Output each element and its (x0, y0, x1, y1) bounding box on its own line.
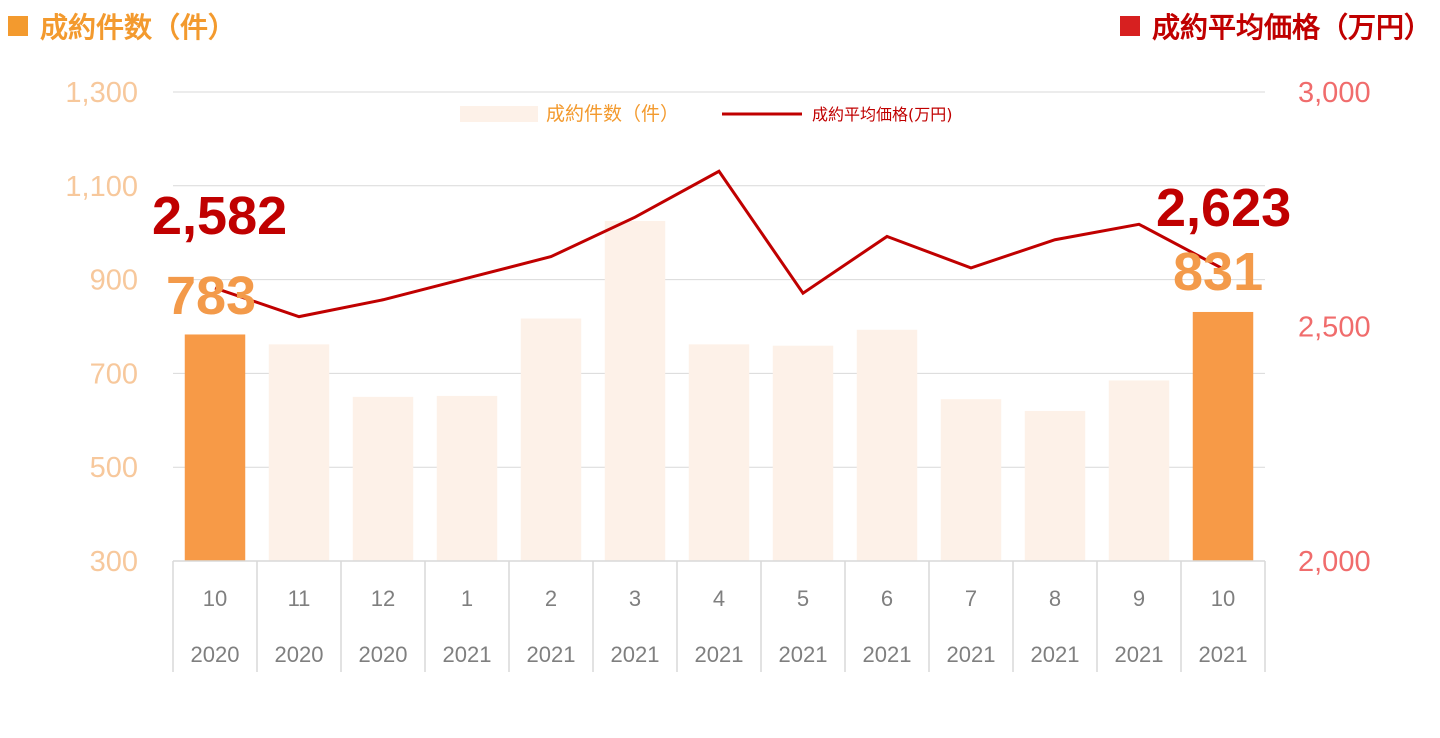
year-label: 2021 (779, 642, 828, 667)
bar (1024, 410, 1086, 561)
left-tick-label: 1,100 (65, 171, 138, 203)
year-label: 2021 (443, 642, 492, 667)
axes: 300 500 700 900 1,100 1,300 2,000 2,500 3,000 10 2… (65, 77, 1371, 672)
year-label: 2020 (191, 642, 240, 667)
callouts: 2,582 2,623 783 831 (152, 178, 1291, 326)
bar (352, 396, 414, 561)
year-label: 2021 (947, 642, 996, 667)
year-label: 2020 (275, 642, 324, 667)
right-tick-label: 2,500 (1298, 312, 1371, 344)
month-label: 1 (461, 586, 473, 611)
bar (604, 220, 666, 561)
left-axis-title-text: 成約件数（件） (40, 11, 237, 44)
right-tick-label: 3,000 (1298, 77, 1371, 109)
legend-bar-label: 成約件数（件） (546, 103, 679, 125)
right-tick-label: 2,000 (1298, 546, 1371, 578)
price-line-path (214, 169, 1224, 319)
callout-price-last: 2,623 (1156, 178, 1291, 238)
month-label: 10 (203, 586, 227, 611)
month-label: 12 (371, 586, 395, 611)
month-label: 8 (1049, 586, 1061, 611)
left-tick-label: 900 (90, 265, 138, 297)
bars (184, 220, 1254, 561)
callout-count-last: 831 (1173, 242, 1263, 302)
callout-price-first: 2,582 (152, 186, 287, 246)
bar (772, 345, 834, 561)
month-label: 2 (545, 586, 557, 611)
legend-bar-swatch (460, 106, 538, 122)
year-label: 2021 (863, 642, 912, 667)
right-axis-title: 成約平均価格（万円） (1119, 6, 1432, 46)
bar (520, 318, 582, 561)
year-label: 2020 (359, 642, 408, 667)
month-label: 3 (629, 586, 641, 611)
month-label: 6 (881, 586, 893, 611)
bar (940, 399, 1002, 561)
right-axis-title-text: 成約平均価格（万円） (1151, 11, 1432, 44)
legend-line-label: 成約平均価格(万円) (812, 105, 953, 124)
month-label: 9 (1133, 586, 1145, 611)
bar (436, 395, 498, 561)
year-label: 2021 (1199, 642, 1248, 667)
year-label: 2021 (611, 642, 660, 667)
callout-count-first: 783 (166, 266, 256, 326)
legend: 成約件数（件） 成約平均価格(万円) (460, 103, 953, 125)
left-tick-label: 300 (90, 546, 138, 578)
bar (1108, 380, 1170, 561)
left-tick-label: 1,300 (65, 77, 138, 109)
year-label: 2021 (695, 642, 744, 667)
left-axis-title: 成約件数（件） (8, 6, 236, 46)
left-tick-label: 700 (90, 358, 138, 390)
bar (856, 329, 918, 561)
orange-square-icon (8, 16, 28, 36)
month-label: 7 (965, 586, 977, 611)
year-label: 2021 (1115, 642, 1164, 667)
year-label: 2021 (527, 642, 576, 667)
left-tick-label: 500 (90, 452, 138, 484)
bar (184, 334, 246, 561)
bar (688, 344, 750, 561)
bar (1192, 311, 1254, 561)
month-label: 4 (713, 586, 725, 611)
month-label: 5 (797, 586, 809, 611)
price-line (214, 169, 1224, 319)
year-label: 2021 (1031, 642, 1080, 667)
month-label: 10 (1211, 586, 1235, 611)
month-label: 11 (288, 586, 311, 611)
red-square-icon (1119, 16, 1140, 36)
bar (268, 344, 330, 561)
